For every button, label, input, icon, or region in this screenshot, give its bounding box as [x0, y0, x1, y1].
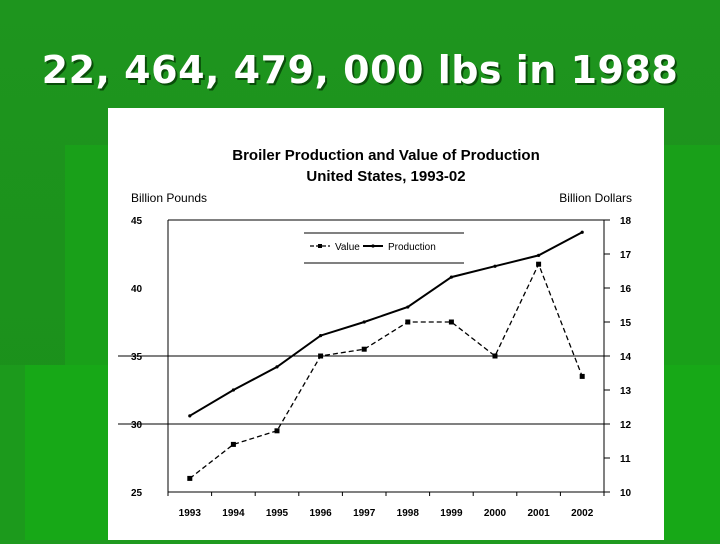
right-tick-label: 15: [620, 318, 632, 329]
x-tick-label: 1993: [179, 508, 202, 519]
data-point-production: [493, 264, 497, 268]
background-block: [0, 365, 25, 540]
data-point-production: [580, 230, 584, 234]
series-line-value: [189, 262, 583, 479]
legend-label-value: Value: [335, 242, 360, 253]
right-tick-label: 14: [620, 352, 632, 363]
data-point-production: [406, 305, 410, 309]
x-tick-label: 1997: [353, 508, 376, 519]
x-tick-label: 1995: [266, 508, 289, 519]
data-point-value: [579, 373, 585, 379]
data-point-value: [536, 261, 542, 267]
x-tick-label: 1996: [309, 508, 332, 519]
right-tick-label: 10: [620, 488, 632, 499]
right-axis-label: Billion Dollars: [559, 191, 632, 205]
data-point-value: [187, 475, 193, 481]
left-tick-label: 40: [131, 284, 143, 295]
left-tick-label: 45: [131, 216, 143, 227]
right-tick-label: 11: [620, 454, 631, 465]
x-tick-label: 2000: [484, 508, 507, 519]
data-point-production: [275, 365, 279, 369]
data-point-production: [231, 388, 235, 392]
series-lines: [187, 230, 585, 481]
data-point-production: [319, 334, 323, 338]
chart-svg: Broiler Production and Value of Producti…: [118, 147, 632, 519]
legend-marker-production: [371, 244, 375, 248]
right-tick-label: 13: [620, 386, 632, 397]
right-tick-label: 17: [620, 250, 632, 261]
x-tick-label: 2001: [527, 508, 550, 519]
legend-label-production: Production: [388, 242, 436, 253]
data-point-value: [405, 319, 411, 325]
data-point-value: [318, 353, 324, 359]
tick-labels: 45 40 35 30 25 18 17 16 15 14 13 12 11 10 1993 1994 1995…: [131, 216, 632, 519]
chart-title: Broiler Production and Value of Producti…: [232, 147, 540, 164]
data-point-production: [537, 253, 541, 257]
chart-panel: Broiler Production and Value of Producti…: [108, 108, 664, 540]
right-tick-label: 12: [620, 420, 632, 431]
left-tick-label: 30: [131, 420, 143, 431]
chart-subtitle: United States, 1993-02: [306, 168, 465, 185]
x-tick-label: 1994: [222, 508, 245, 519]
right-tick-label: 18: [620, 216, 632, 227]
data-point-value: [361, 346, 367, 352]
left-tick-label: 25: [131, 488, 143, 499]
slide-title: 22, 464, 479, 000 lbs in 1988: [41, 48, 679, 92]
x-tick-label: 1998: [397, 508, 420, 519]
data-point-production: [188, 414, 192, 418]
left-tick-label: 35: [131, 352, 143, 363]
legend: Value Production: [304, 232, 464, 264]
x-tick-label: 2002: [571, 508, 594, 519]
x-tick-label: 1999: [440, 508, 463, 519]
data-point-value: [448, 319, 454, 325]
left-axis-label: Billion Pounds: [131, 191, 207, 205]
grid-group: [118, 355, 604, 425]
data-point-production: [449, 275, 453, 279]
right-tick-label: 16: [620, 284, 632, 295]
data-point-production: [362, 320, 366, 324]
legend-marker-value: [318, 244, 322, 248]
data-point-value: [492, 353, 498, 359]
series-line-production: [189, 231, 583, 417]
data-point-value: [230, 441, 236, 447]
data-point-value: [274, 428, 280, 434]
